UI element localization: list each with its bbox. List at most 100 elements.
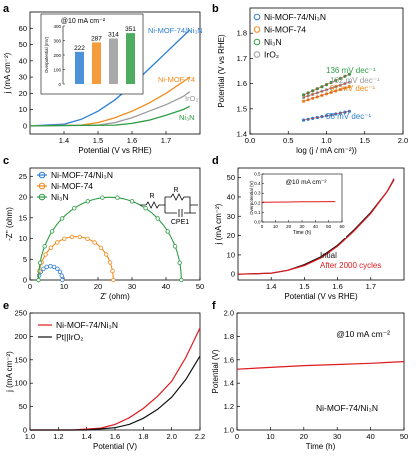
y-axis-label: j (mA cm⁻²) [3, 52, 12, 94]
x-tick-label: 1.4 [81, 432, 91, 441]
annotation-sample: Ni-MOF-74/Ni₃N [316, 403, 378, 413]
legend-marker [253, 38, 261, 46]
data-point-2 [100, 195, 105, 200]
inset-y-tick-label: 0.5 [254, 172, 261, 177]
x-tick-label: 20 [300, 432, 308, 441]
panel-e: 1.0 1.2 1.4 1.6 1.8 2.0 2.2 0 50 100 150 200 250 Pote… [5, 309, 205, 452]
data-point-1 [111, 277, 116, 283]
x-tick-label: 1.0 [321, 136, 331, 145]
series-line-2 [29, 91, 191, 127]
y-tick-label: 0 [23, 276, 27, 285]
x-tick-label: 1.0 [25, 432, 35, 441]
y-axis-label: -Z'' (ohm) [5, 207, 14, 241]
y-tick-label: 5 [23, 255, 27, 264]
legend-label-1: Ni-MOF-74 [264, 25, 306, 35]
x-tick-label: 1.4 [59, 136, 69, 145]
y-tick-label: 1.2 [224, 402, 234, 411]
x-tick-label: 0 [235, 432, 239, 441]
data-point-2 [115, 195, 120, 200]
y-tick-label: 2.0 [224, 309, 234, 318]
panel-letter-f: f [212, 300, 216, 312]
legend-label-1: Pt||IrO₂ [56, 332, 84, 342]
y-tick-label: 30 [19, 73, 27, 82]
inset-y-tick-label: 0 [58, 82, 61, 87]
inset-x-tick-label: 0 [261, 224, 264, 229]
inset-y-tick-label: 300 [53, 39, 61, 44]
x-tick-label: 1.5 [360, 136, 370, 145]
x-tick-label: 30 [128, 282, 136, 291]
legend-label-0: Ni-MOF-74/Ni₃N [51, 170, 113, 180]
data-point-0 [51, 264, 57, 270]
x-tick-label: 1.2 [53, 432, 63, 441]
data-point-1 [77, 234, 82, 240]
circuit-label-r1: R [149, 193, 154, 200]
x-tick-label: 1.7 [366, 282, 376, 291]
legend-label-0: Ni-MOF-74/Ni₃N [56, 320, 118, 330]
y-tick-label: 200 [14, 332, 27, 341]
y-axis-label: Potential (V) [211, 349, 220, 393]
legend-label-0: Ni-MOF-74/Ni₃N [264, 12, 326, 22]
y-tick-label: 50 [19, 402, 27, 411]
y-tick-label: 1.6 [224, 355, 234, 364]
inset-y-tick-label: 0.1 [254, 210, 261, 215]
x-tick-label: 2.0 [398, 136, 408, 145]
x-tick-label: 1.8 [138, 432, 148, 441]
inset-bar-value-1: 287 [91, 35, 102, 42]
data-point-0 [55, 266, 60, 271]
y-tick-label: 40 [227, 192, 235, 201]
x-tick-label: 2.2 [195, 432, 205, 441]
y-axis-label: j (mA cm⁻²) [5, 351, 14, 393]
x-tick-label: 30 [333, 432, 341, 441]
inset-y-axis-label: Overpotential (mV) [44, 36, 49, 73]
x-tick-label: 10 [60, 282, 68, 291]
y-tick-label: 50 [19, 40, 27, 49]
series-label-3: Ni₃N [179, 113, 195, 122]
y-tick-label: 50 [227, 173, 235, 182]
series-line-0 [30, 327, 201, 431]
y-tick-label: 10 [19, 234, 27, 243]
data-point-1 [55, 240, 60, 245]
plot-frame [29, 312, 201, 431]
data-point-1 [62, 236, 67, 241]
x-tick-label: 1.6 [127, 136, 137, 145]
y-tick-label: 10 [227, 250, 235, 259]
data-point-2 [172, 244, 178, 249]
inset-x-axis-label: Time (h) [293, 230, 312, 236]
inset-bar-0 [75, 51, 84, 84]
slope-label-2: 136 mV dec⁻¹ [326, 66, 376, 75]
slope-label-1: 97 mV dec⁻¹ [330, 84, 375, 93]
series-line-1 [30, 355, 201, 431]
y-tick-label: 20 [227, 231, 235, 240]
inset-bar-1 [92, 42, 101, 84]
data-point-2 [177, 260, 182, 265]
data-point-1 [98, 245, 104, 250]
inset-y-tick-label: 0.0 [254, 220, 261, 225]
circuit-parallel [164, 193, 198, 217]
slope-label-0: 58 mV dec⁻¹ [326, 112, 371, 121]
inset-title: @10 mA cm⁻² [285, 179, 327, 186]
panel-f: 0 10 20 30 40 50 1.0 1.2 1.4 1.6 1.8 2.0 Time (h) Pot… [211, 309, 408, 452]
x-tick-label: 2.0 [166, 432, 176, 441]
inset-bar-2 [109, 38, 118, 84]
y-tick-label: 30 [227, 212, 235, 221]
y-tick-label: 20 [19, 193, 27, 202]
data-point-2 [165, 229, 170, 234]
inset-y-tick-label: 0.2 [254, 200, 261, 205]
x-axis-label: Potential (V vs RHE) [78, 146, 152, 155]
series-label-2: IrO₂ [185, 94, 198, 103]
nyquist-arc-2 [37, 196, 182, 281]
data-point-1 [69, 234, 75, 240]
series-label-0: Ni-MOF-74/Ni₃N [148, 26, 203, 35]
data-point-1 [48, 245, 54, 250]
circuit-label-r2: R [173, 187, 178, 194]
y-tick-label: 0 [231, 270, 235, 279]
y-tick-label: 10 [19, 105, 27, 114]
y-tick-label: 1.7 [237, 54, 247, 63]
data-point-2 [179, 277, 184, 283]
y-tick-label: 1.5 [237, 104, 247, 113]
plot-frame [237, 167, 405, 281]
panel-letter-d: d [212, 155, 219, 167]
data-point-2 [71, 206, 77, 211]
y-axis-label: j (mA cm⁻²) [214, 203, 223, 245]
panel-letter-a: a [3, 3, 10, 15]
